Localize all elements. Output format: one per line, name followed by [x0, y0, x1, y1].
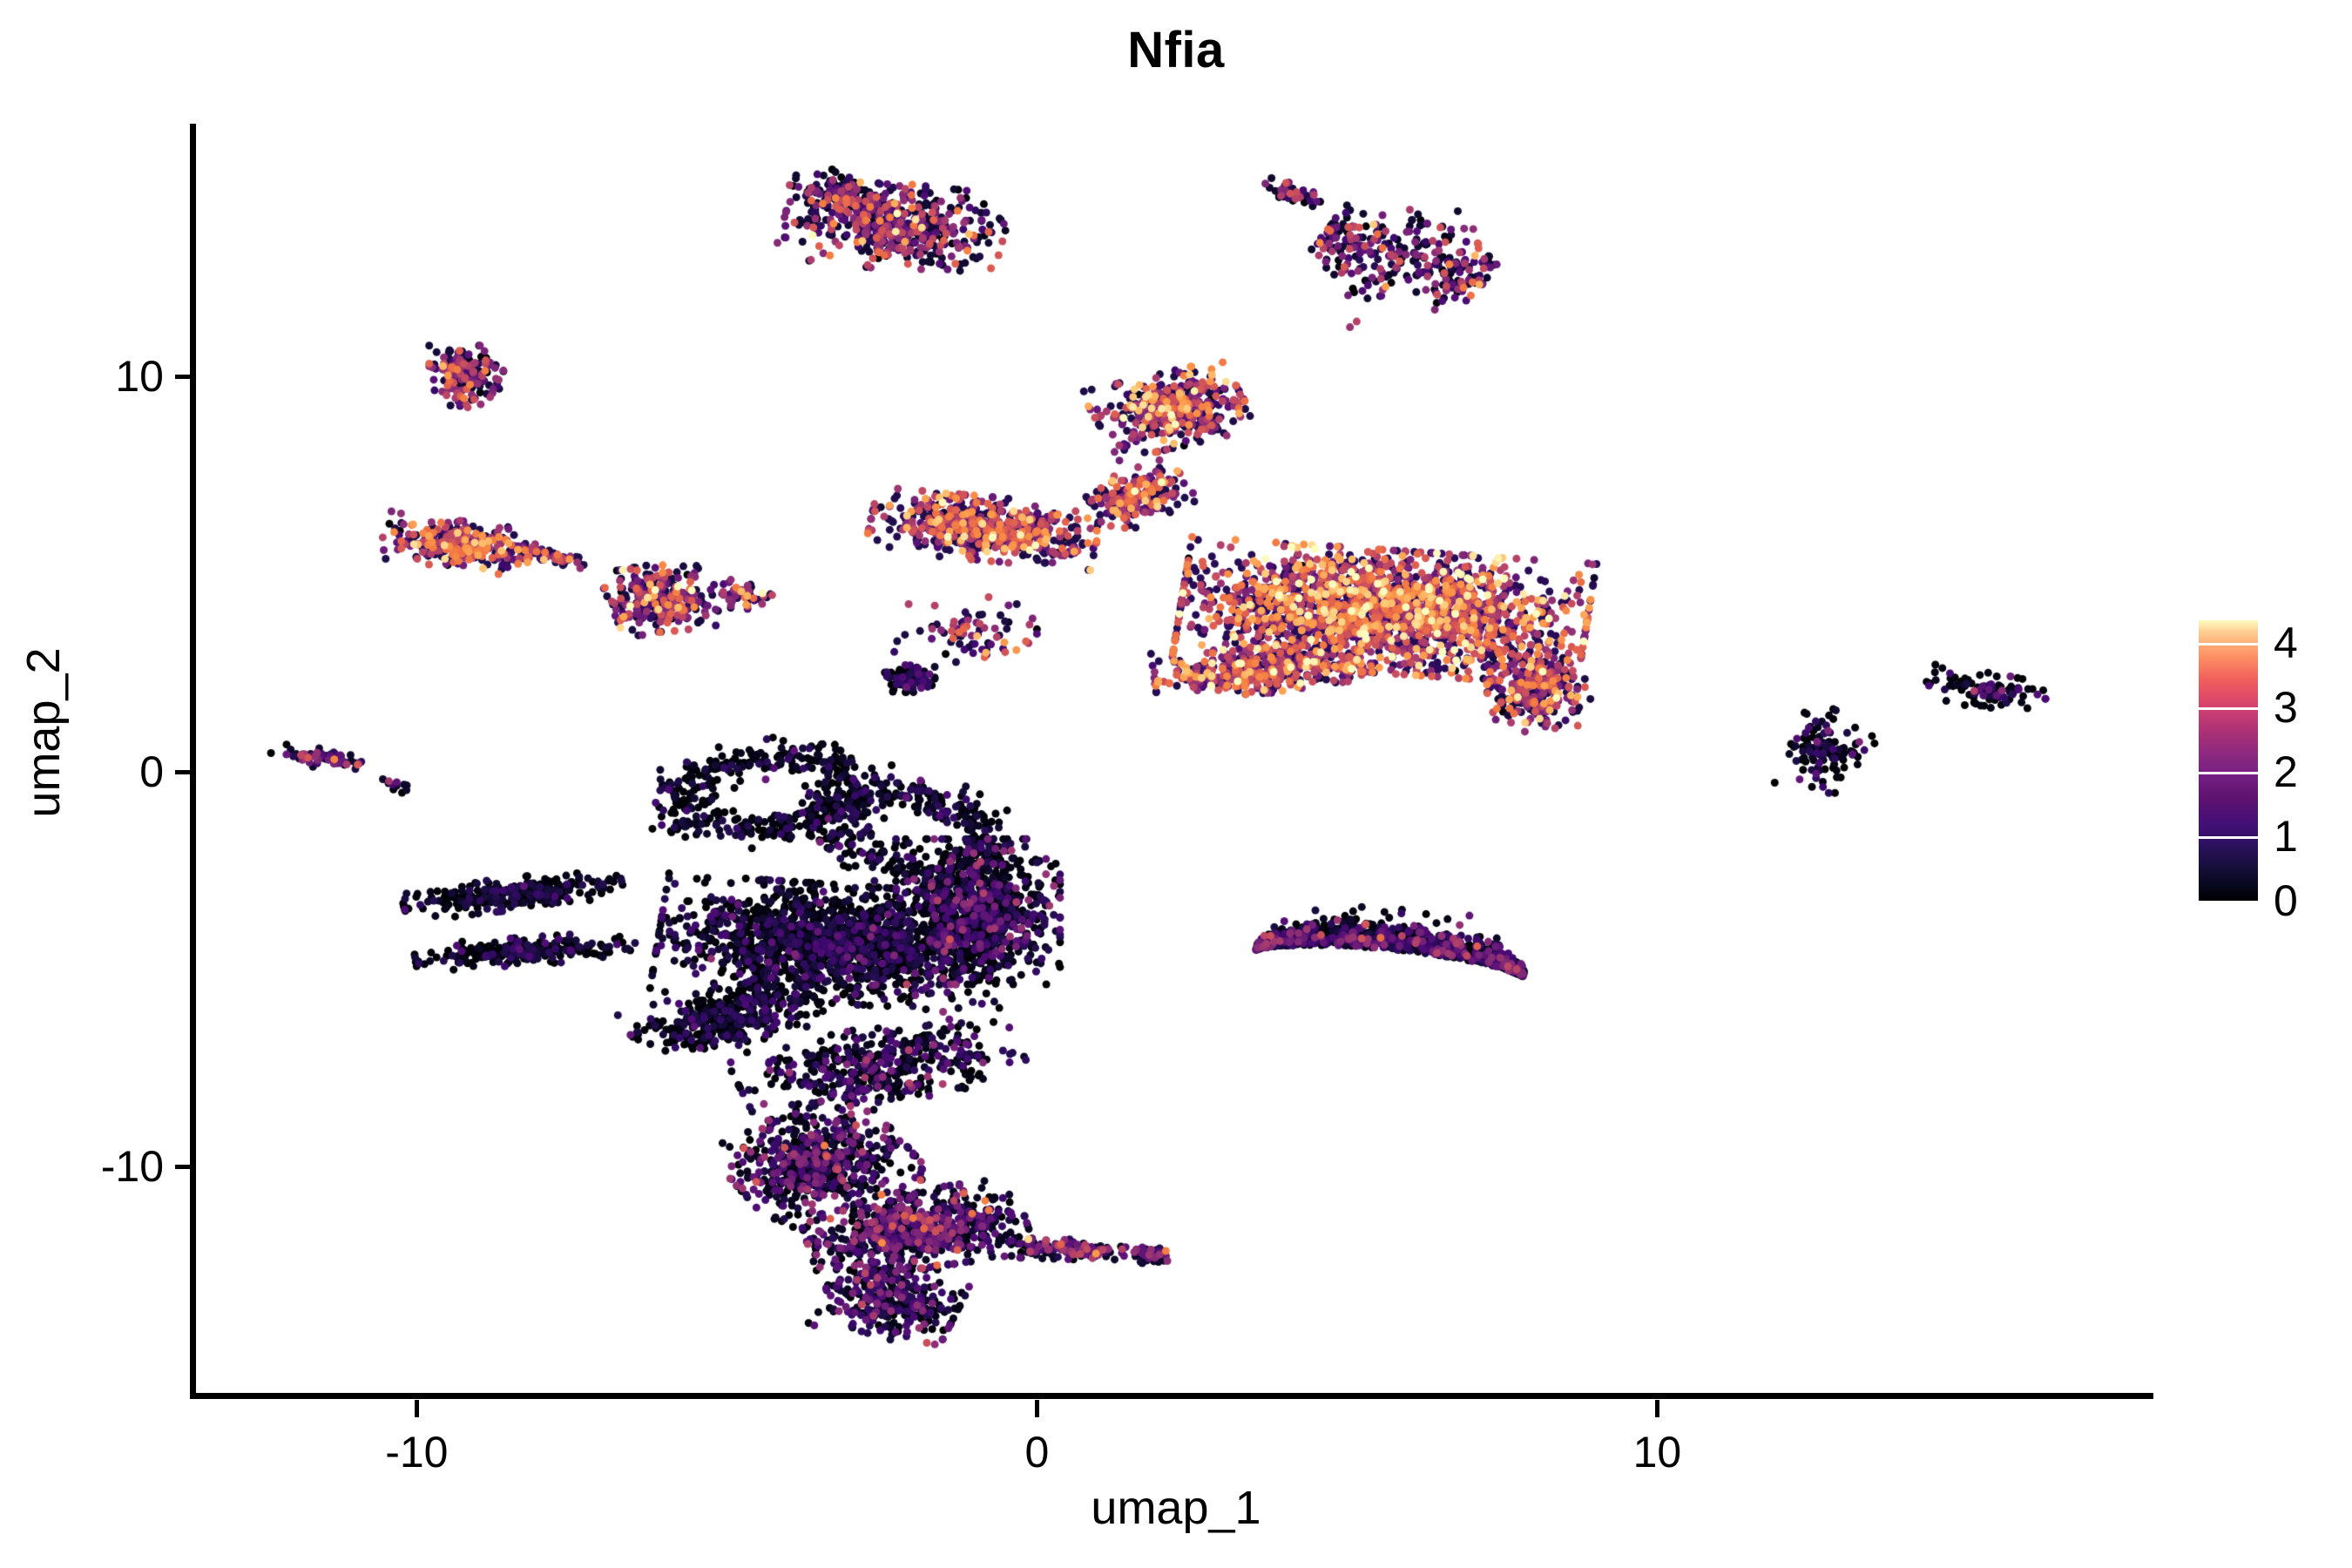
- x-tick-mark: [1655, 1400, 1660, 1417]
- colorbar-tick-mark: [2199, 706, 2258, 710]
- colorbar-tick-label: 4: [2274, 618, 2298, 667]
- y-tick-label: -10: [100, 1142, 164, 1192]
- colorbar-tick-label: 2: [2274, 747, 2298, 796]
- x-tick-label: -10: [385, 1428, 449, 1477]
- page-title: Nfia: [1127, 22, 1225, 78]
- colorbar-tick-label: 0: [2274, 876, 2298, 925]
- x-tick-mark: [1035, 1400, 1040, 1417]
- y-tick-mark: [175, 375, 193, 380]
- x-tick-label: 0: [1024, 1428, 1050, 1477]
- y-tick-label: 0: [139, 747, 164, 796]
- scatter-plot-panel: [193, 124, 2153, 1396]
- y-tick-label: 10: [115, 352, 164, 402]
- colorbar-tick-label: 3: [2274, 682, 2298, 732]
- colorbar-tick-mark: [2199, 642, 2258, 645]
- x-tick-label: 10: [1632, 1428, 1682, 1477]
- x-axis-line: [190, 1393, 2153, 1399]
- x-axis-title: umap_1: [1091, 1482, 1261, 1534]
- y-tick-mark: [175, 1165, 193, 1170]
- colorbar-legend: 0 1 2 3 4: [2199, 610, 2338, 925]
- y-axis-line: [190, 124, 196, 1399]
- colorbar-tick-mark: [2199, 835, 2258, 839]
- y-tick-mark: [175, 769, 193, 774]
- colorbar-tick-mark: [2199, 771, 2258, 774]
- colorbar-tick-label: 1: [2274, 811, 2298, 861]
- x-tick-mark: [415, 1400, 420, 1417]
- umap-scatter-canvas: [193, 124, 2153, 1396]
- colorbar-gradient: [2199, 620, 2258, 901]
- y-axis-title: umap_2: [17, 647, 70, 818]
